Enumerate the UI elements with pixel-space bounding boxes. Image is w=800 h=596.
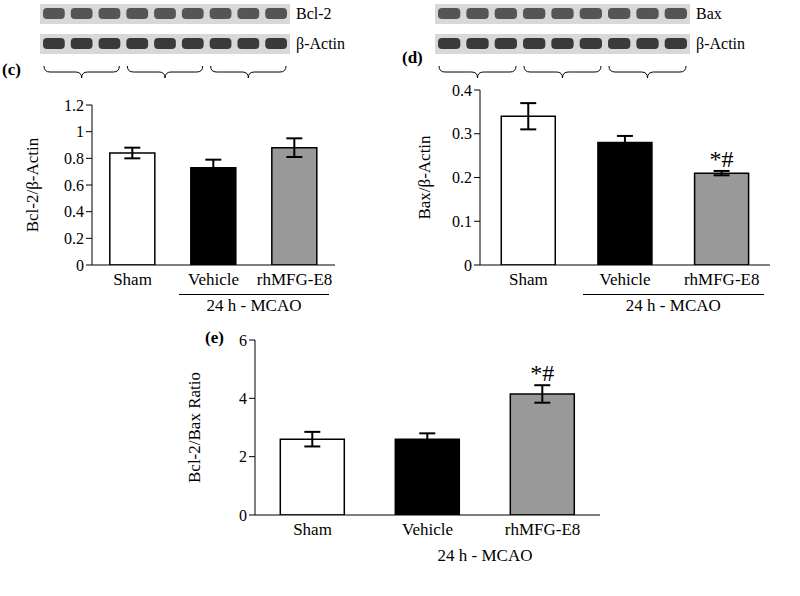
svg-text:0.2: 0.2 bbox=[64, 230, 84, 247]
html-text:24 h - MCAO: 24 h - MCAO bbox=[625, 296, 721, 315]
svg-text:Bcl-2/β-Actin: Bcl-2/β-Actin bbox=[23, 137, 42, 232]
svg-text:0.4: 0.4 bbox=[452, 82, 472, 99]
html-text:β-Actin: β-Actin bbox=[696, 35, 745, 52]
html-text:(c): (c) bbox=[2, 60, 21, 79]
svg-text:0.8: 0.8 bbox=[64, 150, 84, 167]
svg-text:Bax/β-Actin: Bax/β-Actin bbox=[415, 135, 434, 220]
svg-text:1: 1 bbox=[76, 123, 84, 140]
svg-text:0.6: 0.6 bbox=[64, 177, 84, 194]
html-text:(e): (e) bbox=[205, 328, 224, 347]
svg-text:*#: *# bbox=[710, 146, 734, 172]
html-text:24 h - MCAO: 24 h - MCAO bbox=[206, 296, 302, 315]
svg-text:Sham: Sham bbox=[293, 520, 332, 539]
svg-text:0.4: 0.4 bbox=[64, 203, 84, 220]
svg-text:0: 0 bbox=[76, 257, 84, 274]
svg-text:rhMFG-E8: rhMFG-E8 bbox=[505, 520, 581, 539]
svg-text:0.2: 0.2 bbox=[452, 169, 472, 186]
svg-text:Vehicle: Vehicle bbox=[600, 270, 651, 289]
svg-text:Vehicle: Vehicle bbox=[402, 520, 453, 539]
html-text:(d): (d) bbox=[402, 48, 423, 67]
svg-text:1.2: 1.2 bbox=[64, 97, 84, 114]
svg-text:rhMFG-E8: rhMFG-E8 bbox=[684, 270, 760, 289]
svg-text:2: 2 bbox=[239, 448, 247, 465]
svg-text:Bcl-2/Bax Ratio: Bcl-2/Bax Ratio bbox=[185, 372, 204, 483]
svg-text:Sham: Sham bbox=[509, 270, 548, 289]
html-text:Bax: Bax bbox=[696, 5, 722, 22]
svg-text:0: 0 bbox=[464, 257, 472, 274]
html-text:24 h - MCAO: 24 h - MCAO bbox=[437, 546, 533, 565]
svg-text:rhMFG-E8: rhMFG-E8 bbox=[257, 270, 333, 289]
svg-text:0.3: 0.3 bbox=[452, 125, 472, 142]
svg-text:6: 6 bbox=[239, 332, 247, 349]
svg-text:0: 0 bbox=[239, 507, 247, 524]
svg-text:4: 4 bbox=[239, 390, 247, 407]
html-text:β-Actin: β-Actin bbox=[296, 35, 345, 52]
svg-text:Vehicle: Vehicle bbox=[188, 270, 239, 289]
svg-text:Sham: Sham bbox=[113, 270, 152, 289]
svg-text:*#: *# bbox=[530, 360, 554, 386]
svg-text:0.1: 0.1 bbox=[452, 213, 472, 230]
html-text:Bcl-2: Bcl-2 bbox=[296, 5, 332, 22]
